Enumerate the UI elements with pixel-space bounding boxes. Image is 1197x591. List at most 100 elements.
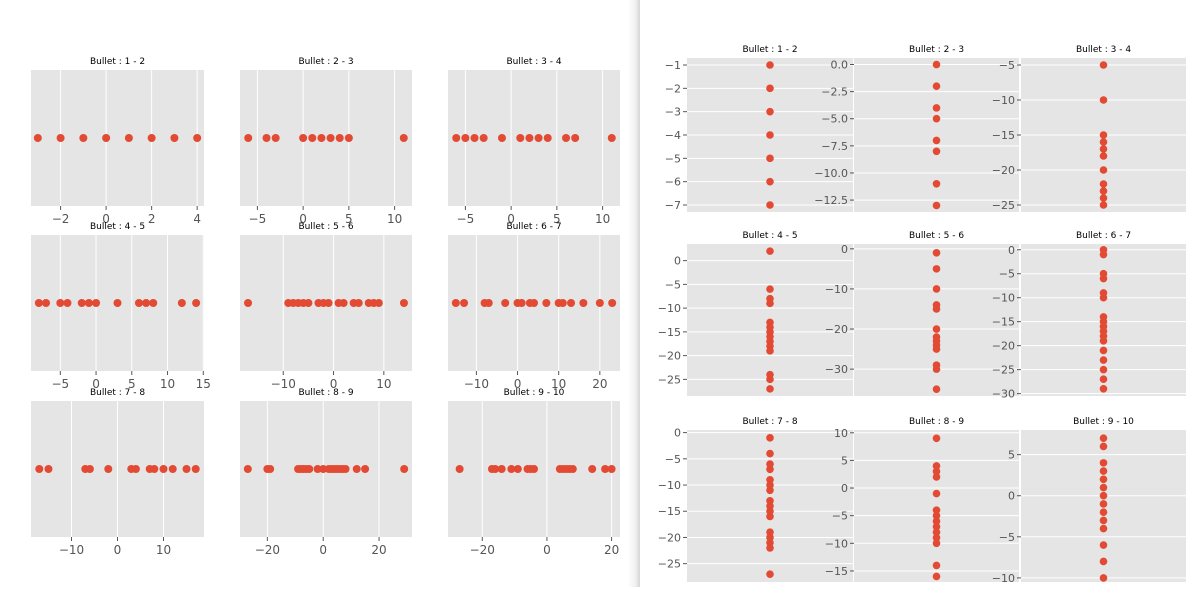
tick-label: 5 (841, 454, 848, 467)
data-point (77, 299, 86, 307)
subplot-v-2: 0.0 −2.5 −5.0 −7.5 −10.0 −12.5 Bullet : 2 - 3 (814, 45, 1019, 212)
tick-label: −30 (992, 388, 1015, 401)
data-point (607, 465, 616, 473)
data-point (460, 299, 469, 307)
tick-label: −10 (271, 377, 296, 391)
data-point (766, 434, 774, 442)
data-point (766, 61, 774, 69)
data-point (1099, 541, 1108, 549)
data-point (262, 134, 271, 142)
tick-label: 10 (834, 427, 848, 440)
data-point (193, 134, 202, 142)
subplot-v-1: −1 −2 −3 −4 −5 −6 −7 Bullet : 1 - 2 (665, 45, 853, 212)
tick-label: −10 (825, 537, 848, 550)
tick-label: −10 (464, 377, 489, 391)
tick-label: 0 (330, 377, 338, 391)
data-point (192, 299, 201, 307)
subplot-h-2: −5 0 5 10 Bullet : 2 - 3 (240, 57, 412, 226)
data-point (142, 299, 151, 307)
data-point (85, 465, 94, 473)
data-point (1099, 557, 1108, 566)
data-point (134, 299, 143, 307)
data-point (299, 134, 308, 142)
tick-label: 0 (319, 543, 327, 557)
data-point (33, 134, 42, 142)
data-point (400, 465, 409, 473)
data-point (305, 465, 314, 473)
data-point (374, 299, 383, 307)
data-point (1099, 337, 1108, 345)
tick-label: −10 (992, 572, 1015, 585)
data-point (182, 465, 191, 473)
tick-label: −10 (658, 479, 681, 492)
tick-label: 10 (387, 212, 402, 226)
data-point (124, 134, 133, 142)
data-point (932, 201, 941, 210)
data-point (354, 299, 363, 307)
data-point (766, 512, 774, 521)
subplot-h-8: −20 0 20 Bullet : 8 - 9 (240, 388, 412, 557)
data-point (932, 434, 941, 443)
data-point (1099, 375, 1108, 384)
tick-label: 0 (92, 377, 100, 391)
subplot-h-5: −10 0 10 Bullet : 5 - 6 (240, 222, 412, 391)
data-point (1099, 524, 1108, 533)
data-point (513, 465, 522, 473)
data-point (243, 465, 252, 473)
tick-label: −2 (665, 82, 681, 95)
subplot-title: Bullet : 6 - 7 (1076, 231, 1131, 241)
tick-label: 0 (841, 482, 848, 495)
data-point (766, 385, 774, 393)
data-point (516, 134, 525, 142)
tick-label: −5 (999, 531, 1015, 544)
subplot-title: Bullet : 3 - 4 (506, 57, 561, 67)
data-point (571, 134, 580, 142)
data-point (102, 134, 111, 142)
tick-label: −5 (832, 510, 848, 523)
subplot-h-6: −10 0 10 20 Bullet : 6 - 7 (448, 222, 620, 391)
tick-label: 10 (376, 377, 391, 391)
data-point (766, 84, 774, 93)
subplot-title: Bullet : 7 - 8 (90, 388, 145, 398)
data-point (932, 511, 941, 520)
subplot-title: Bullet : 8 - 9 (298, 388, 353, 398)
data-point (525, 134, 534, 142)
data-point (1099, 385, 1108, 393)
subplot-title: Bullet : 2 - 3 (298, 57, 353, 67)
data-point (607, 134, 616, 142)
data-point (271, 134, 280, 142)
tick-label: 0 (543, 543, 551, 557)
tick-label: 5 (1008, 449, 1015, 462)
tick-label: 5 (553, 212, 561, 226)
subplot-h-1: −2 0 2 4 Bullet : 1 - 2 (31, 57, 204, 226)
tick-label: 0 (507, 212, 515, 226)
data-point (147, 134, 156, 142)
data-point (932, 561, 941, 570)
tick-label: −5 (665, 152, 681, 165)
data-point (84, 299, 93, 307)
data-point (1099, 194, 1108, 202)
data-point (766, 465, 774, 474)
data-point (932, 467, 941, 476)
tick-label: −6 (665, 176, 681, 189)
data-point (932, 533, 941, 542)
data-point (932, 285, 941, 293)
tick-label: −10.0 (814, 167, 848, 180)
tick-label: 0.0 (831, 59, 849, 72)
data-point (766, 481, 774, 489)
data-point (1099, 434, 1108, 443)
tick-label: −5 (249, 212, 267, 226)
tick-label: −20 (992, 164, 1015, 177)
tick-label: −3 (665, 106, 681, 119)
tick-label: 0 (514, 377, 522, 391)
data-point (1099, 61, 1108, 69)
data-point (339, 299, 348, 307)
subplot-title: Bullet : 6 - 7 (506, 222, 561, 232)
data-point (1099, 138, 1108, 146)
data-point (304, 299, 313, 307)
data-point (766, 496, 774, 505)
data-point (244, 134, 253, 142)
data-point (766, 177, 774, 186)
data-point (344, 134, 353, 142)
data-point (34, 299, 43, 307)
